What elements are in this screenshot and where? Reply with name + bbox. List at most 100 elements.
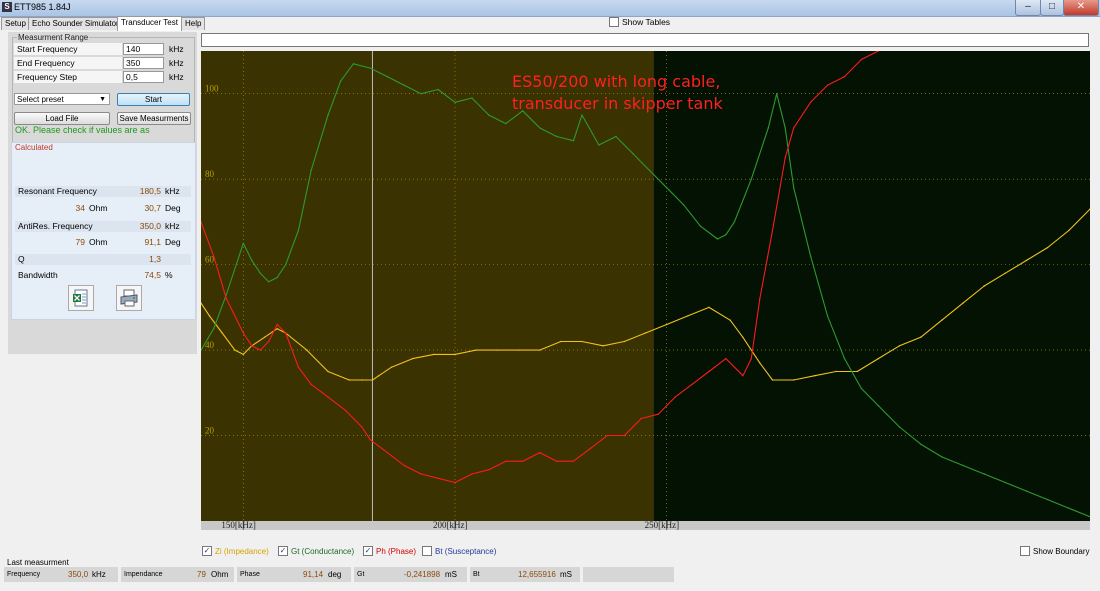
phase-cell-label: Phase [240, 571, 260, 578]
antires-details-row: 79 Ohm 91,1 Deg [15, 237, 191, 248]
chart-area[interactable]: 100 80 60 40 20 150[kHz] 200[kHz] 250[kHz] ES50/… [200, 16, 1091, 530]
data-point-1 [615, 135, 617, 138]
x-axis-strip [201, 521, 1090, 530]
data-point-2 [200, 221, 202, 223]
save-measurements-button[interactable]: Save Measurments [117, 112, 191, 125]
start-frequency-input[interactable]: 140 [123, 43, 164, 55]
data-point-1 [1004, 481, 1007, 484]
data-point-1 [340, 80, 342, 82]
legend-phase[interactable]: ✓ Ph (Phase) [363, 546, 416, 556]
export-excel-button[interactable] [68, 285, 94, 311]
data-point-1 [1025, 490, 1028, 492]
y-tick-label: 80 [205, 169, 215, 179]
data-point-1 [962, 464, 964, 467]
tab-setup[interactable]: Setup [1, 17, 30, 30]
legend-susceptance[interactable]: Bt (Susceptance) [422, 546, 496, 556]
calculated-panel: Calculated Resonant Frequency 180,5 kHz … [11, 142, 196, 320]
start-button[interactable]: Start [117, 93, 190, 106]
bandwidth-row: Bandwidth 74,5 % [15, 270, 191, 281]
start-frequency-unit: kHz [169, 44, 184, 54]
data-point-2 [792, 127, 795, 129]
data-point-0 [276, 328, 278, 330]
data-point-0 [1004, 272, 1007, 274]
series-line-1 [200, 63, 1091, 518]
data-point-2 [572, 460, 575, 462]
data-point-0 [361, 379, 363, 381]
q-value: 1,3 [149, 254, 161, 264]
data-point-1 [843, 357, 846, 360]
legend-conductance[interactable]: ✓ Gt (Conductance) [278, 546, 354, 556]
data-point-1 [1068, 507, 1070, 509]
impedance-checkbox[interactable]: ✓ [202, 546, 212, 556]
close-button[interactable]: ✕ [1063, 0, 1099, 16]
tab-echo-sounder-simulator[interactable]: Echo Sounder Simulator [28, 17, 123, 30]
data-point-2 [691, 383, 693, 385]
impedance-cell: Impendance 79 Ohm [121, 567, 236, 582]
frequency-cell-unit: kHz [92, 570, 106, 579]
data-point-2 [344, 409, 346, 411]
print-button[interactable] [116, 285, 142, 311]
tab-transducer-test[interactable]: Transducer Test [117, 16, 182, 31]
load-file-button[interactable]: Load File [14, 112, 110, 125]
data-point-1 [251, 259, 253, 262]
end-frequency-input[interactable]: 350 [123, 57, 164, 69]
show-tables-checkbox[interactable] [609, 17, 619, 27]
q-row: Q 1,3 [15, 254, 191, 265]
data-point-1 [750, 178, 753, 180]
data-point-0 [941, 319, 943, 321]
data-point-0 [517, 349, 520, 351]
data-point-1 [488, 114, 490, 116]
data-point-1 [898, 426, 901, 428]
conductance-checkbox[interactable]: ✓ [278, 546, 288, 556]
data-point-2 [809, 101, 812, 103]
data-point-2 [386, 451, 388, 454]
data-point-0 [1025, 259, 1028, 262]
resonant-phase-unit: Deg [165, 203, 181, 213]
show-boundary-checkbox[interactable] [1020, 546, 1030, 556]
gt-cell: Gt -0,241898 mS [354, 567, 469, 582]
data-point-1 [767, 127, 769, 129]
minimize-button[interactable]: – [1015, 0, 1041, 16]
series-line-0 [200, 208, 1091, 381]
data-point-1 [297, 229, 300, 232]
data-point-0 [835, 370, 837, 373]
tab-help[interactable]: Help [181, 17, 206, 30]
phase-cell-unit: deg [328, 570, 342, 579]
data-point-2 [623, 434, 626, 437]
data-point-2 [674, 396, 676, 398]
data-point-0 [475, 349, 477, 351]
data-point-0 [538, 349, 541, 351]
preset-select[interactable]: Select preset ▼ [14, 93, 110, 105]
data-point-1 [941, 456, 943, 458]
data-point-2 [259, 349, 261, 351]
chart[interactable]: 100 80 60 40 20 150[kHz] 200[kHz] 250[kHz] ES50/… [200, 16, 1091, 530]
data-point-0 [348, 379, 350, 381]
antires-frequency-row: AntiRes. Frequency 350,0 kHz [15, 221, 191, 232]
data-point-1 [598, 144, 600, 146]
plot-title-field[interactable] [201, 33, 1089, 47]
data-point-1 [505, 122, 507, 125]
data-point-1 [665, 187, 668, 189]
data-point-2 [225, 298, 228, 300]
data-point-2 [606, 434, 609, 437]
show-tables-option[interactable]: Show Tables [609, 17, 670, 27]
outside-band [653, 51, 1090, 521]
data-point-0 [759, 362, 761, 364]
data-point-2 [708, 370, 710, 373]
legend-impedance[interactable]: ✓ Zi (Impedance) [202, 546, 269, 556]
frequency-step-input[interactable]: 0,5 [123, 71, 164, 83]
maximize-button[interactable]: □ [1040, 0, 1064, 16]
q-label: Q [18, 254, 25, 264]
resonant-frequency-value: 180,5 [139, 186, 161, 196]
show-boundary-option[interactable]: Show Boundary [1020, 546, 1089, 556]
data-point-2 [403, 464, 405, 467]
data-point-2 [742, 375, 744, 377]
data-point-0 [856, 370, 858, 373]
data-point-1 [716, 238, 719, 240]
data-point-2 [771, 229, 774, 232]
susceptance-checkbox[interactable] [422, 546, 432, 556]
data-point-1 [826, 315, 829, 317]
data-point-2 [251, 345, 253, 347]
data-point-0 [814, 375, 816, 377]
phase-checkbox[interactable]: ✓ [363, 546, 373, 556]
